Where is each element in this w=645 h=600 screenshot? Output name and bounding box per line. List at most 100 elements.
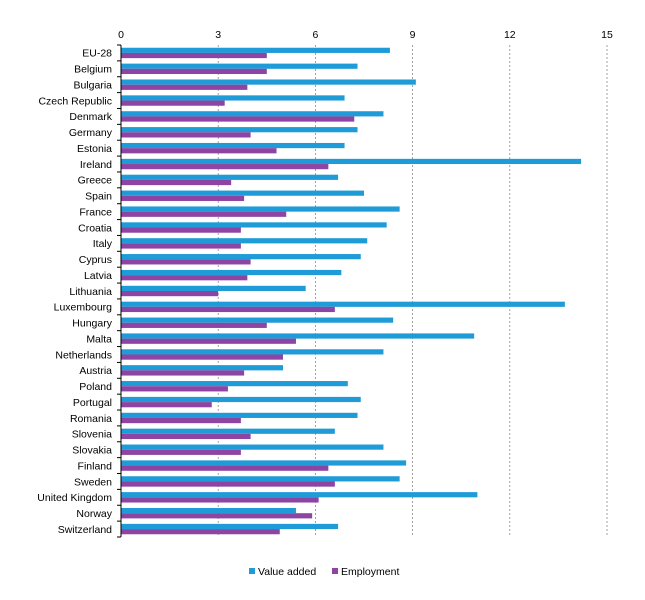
bar-value-added [121, 396, 361, 403]
bar-value-added [121, 428, 335, 434]
category-label: Estonia [77, 143, 112, 155]
bar-employment [121, 338, 296, 344]
category-label: Greece [78, 175, 113, 187]
bar-employment [121, 497, 319, 503]
bar-employment [121, 513, 313, 519]
bar-employment [121, 417, 241, 424]
category-label: Luxembourg [54, 302, 113, 314]
category-label: Sweden [74, 476, 112, 488]
legend-value-added-swatch [249, 568, 255, 574]
bar-value-added [121, 365, 283, 371]
bar-employment [121, 148, 277, 154]
bar-value-added [121, 47, 390, 53]
category-label: Ireland [80, 159, 112, 171]
bar-value-added [121, 349, 384, 355]
bar-value-added [121, 476, 400, 482]
bar-value-added [121, 317, 394, 323]
bar-value-added [121, 269, 342, 276]
bar-employment [121, 306, 335, 313]
axes [117, 44, 122, 538]
bar-employment [121, 100, 225, 106]
bar-value-added [121, 190, 364, 196]
bar-value-added [121, 127, 358, 133]
bar-employment [121, 52, 267, 59]
category-label: Poland [79, 381, 112, 393]
bar-value-added [121, 523, 339, 530]
category-label: Croatia [78, 222, 112, 234]
legend: Value added Employment [249, 566, 399, 578]
bar-employment [121, 179, 232, 186]
category-label: Czech Republic [38, 95, 112, 107]
bar-employment [121, 243, 241, 249]
bar-employment [121, 465, 329, 471]
category-label: United Kingdom [37, 492, 112, 504]
bar-value-added [121, 95, 345, 101]
bar-employment [121, 370, 245, 376]
bar-employment [121, 195, 245, 201]
category-label: France [79, 206, 112, 218]
category-label: Italy [93, 238, 113, 250]
category-label: Switzerland [58, 524, 112, 536]
category-label: Latvia [84, 270, 112, 282]
bar-value-added [121, 492, 478, 498]
bar-employment [121, 211, 287, 217]
x-tick-label: 12 [504, 29, 516, 41]
bar-value-added [121, 301, 565, 307]
category-label: Netherlands [55, 349, 112, 361]
x-tick-label: 0 [118, 29, 124, 41]
bar-value-added [121, 206, 400, 212]
category-label: Denmark [69, 111, 112, 123]
bar-value-added [121, 333, 475, 339]
bar-employment [121, 164, 329, 170]
bar-employment [121, 386, 228, 392]
x-tick-label: 9 [410, 29, 416, 41]
bar-value-added [121, 238, 368, 244]
legend-employment-swatch [332, 568, 338, 574]
bar-employment [121, 354, 283, 360]
bar-value-added [121, 79, 416, 85]
category-label: Austria [79, 365, 112, 377]
category-label: Spain [85, 191, 112, 203]
bar-employment [121, 481, 335, 487]
bar-value-added [121, 111, 384, 117]
bar-employment [121, 433, 251, 440]
legend-employment-label: Employment [341, 566, 399, 578]
bar-employment [121, 275, 248, 281]
bar-employment [121, 259, 251, 265]
bar-value-added [121, 412, 358, 418]
bar-employment [121, 291, 219, 297]
category-label: Norway [76, 508, 112, 520]
bar-value-added [121, 222, 387, 228]
bar-value-added [121, 63, 358, 69]
category-label: Slovakia [72, 445, 112, 457]
bar-value-added [121, 460, 407, 466]
bar-employment [121, 132, 251, 138]
category-label: Hungary [72, 318, 112, 330]
category-label: Portugal [73, 397, 112, 409]
bar-employment [121, 402, 212, 408]
bar-employment [121, 227, 241, 233]
bar-value-added [121, 507, 296, 514]
category-label: Romania [70, 413, 112, 425]
bar-employment [121, 529, 280, 535]
bar-value-added [121, 174, 339, 180]
x-tick-label: 3 [215, 29, 221, 41]
bar-value-added [121, 444, 384, 450]
category-label: Slovenia [72, 429, 112, 441]
category-label: Bulgaria [73, 79, 112, 91]
x-tick-label: 6 [312, 29, 318, 41]
category-label: Belgium [74, 64, 112, 76]
bar-employment [121, 322, 267, 328]
category-label: Lithuania [69, 286, 112, 298]
category-label: EU-28 [82, 48, 112, 60]
x-tick-label: 15 [601, 29, 613, 41]
bar-employment [121, 449, 241, 455]
bar-value-added [121, 285, 306, 291]
bar-value-added [121, 254, 361, 260]
category-label: Finland [78, 460, 113, 472]
bars [121, 47, 582, 535]
x-tick-labels: 0 3 6 9 12 15 [118, 29, 613, 41]
bar-value-added [121, 158, 582, 165]
